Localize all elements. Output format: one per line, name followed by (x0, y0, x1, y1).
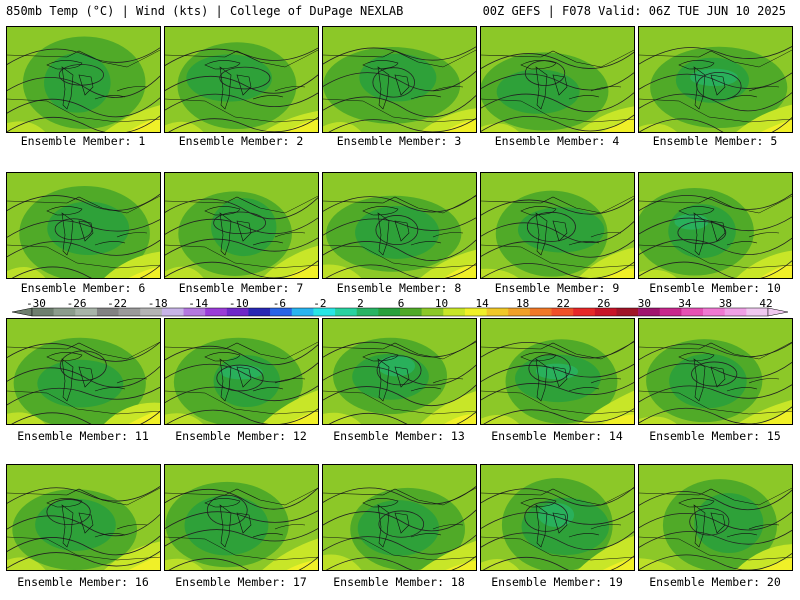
colorbar-swatch (75, 308, 98, 316)
colorbar-swatch (616, 308, 639, 316)
colorbar-swatch (248, 308, 271, 316)
colorbar-swatch (573, 308, 596, 316)
ensemble-member-label: Ensemble Member: 11 (17, 429, 149, 443)
colorbar-swatch (529, 308, 552, 316)
ensemble-member-label: Ensemble Member: 19 (491, 575, 623, 589)
colorbar-tick-label: 10 (434, 297, 449, 310)
ensemble-map-panel-4 (480, 26, 635, 133)
ensemble-map-panel-15 (638, 318, 793, 425)
ensemble-member-label: Ensemble Member: 7 (178, 281, 304, 295)
ensemble-member-label: Ensemble Member: 10 (649, 281, 781, 295)
ensemble-member-label: Ensemble Member: 9 (494, 281, 620, 295)
ensemble-member-label: Ensemble Member: 12 (175, 429, 307, 443)
colorbar-tick-label: -10 (228, 297, 249, 310)
colorbar-swatch (291, 308, 314, 316)
ensemble-map-panel-3 (322, 26, 477, 133)
colorbar-tick-label: 30 (637, 297, 651, 310)
ensemble-map-panel-1 (6, 26, 161, 133)
ensemble-map-panel-20 (638, 464, 793, 571)
colorbar-swatch (270, 308, 293, 316)
colorbar-tick-label: -22 (107, 297, 128, 310)
colorbar-swatch (53, 308, 76, 316)
colorbar-swatch (32, 308, 54, 316)
colorbar-tick-label: 14 (475, 297, 489, 310)
colorbar-swatch (703, 308, 726, 316)
colorbar-tick-label: -18 (147, 297, 168, 310)
colorbar-tick-label: -2 (313, 297, 327, 310)
temperature-colorbar (11, 307, 789, 317)
model-valid-time: 00Z GEFS | F078 Valid: 06Z TUE JUN 10 20… (482, 4, 786, 18)
ensemble-map-panel-7 (164, 172, 319, 279)
ensemble-map-panel-10 (638, 172, 793, 279)
ensemble-map-panel-19 (480, 464, 635, 571)
colorbar-tick-label: 22 (556, 297, 570, 310)
ensemble-map-panel-17 (164, 464, 319, 571)
colorbar-swatch (594, 308, 617, 316)
colorbar-tick-label: 42 (759, 297, 773, 310)
ensemble-map-panel-6 (6, 172, 161, 279)
colorbar-tick-label: 34 (678, 297, 692, 310)
ensemble-member-label: Ensemble Member: 13 (333, 429, 465, 443)
ensemble-member-label: Ensemble Member: 8 (336, 281, 462, 295)
ensemble-map-panel-12 (164, 318, 319, 425)
ensemble-map-panel-14 (480, 318, 635, 425)
colorbar-swatch (638, 308, 661, 316)
colorbar-swatch (551, 308, 574, 316)
colorbar-tick-label: 38 (718, 297, 733, 310)
colorbar-swatch (313, 308, 336, 316)
colorbar-swatch (508, 308, 531, 316)
colorbar-swatch (335, 308, 358, 316)
ensemble-member-label: Ensemble Member: 1 (20, 134, 146, 148)
colorbar-max-arrow (767, 307, 789, 317)
colorbar-swatch (378, 308, 401, 316)
ensemble-member-label: Ensemble Member: 14 (491, 429, 623, 443)
colorbar-swatch (486, 308, 509, 316)
colorbar-tick-label: 18 (516, 297, 530, 310)
colorbar-swatch (205, 308, 228, 316)
colorbar-tick-label: -30 (26, 297, 46, 310)
ensemble-member-label: Ensemble Member: 15 (649, 429, 781, 443)
colorbar-swatch (183, 308, 206, 316)
map-title: 850mb Temp (°C) | Wind (kts) | College o… (6, 4, 404, 18)
ensemble-map-panel-2 (164, 26, 319, 133)
colorbar-tick-label: -6 (272, 297, 286, 310)
ensemble-member-label: Ensemble Member: 5 (652, 134, 778, 148)
ensemble-member-label: Ensemble Member: 6 (20, 281, 146, 295)
ensemble-map-panel-13 (322, 318, 477, 425)
colorbar-swatch (226, 308, 249, 316)
ensemble-member-label: Ensemble Member: 16 (17, 575, 149, 589)
ensemble-map-panel-16 (6, 464, 161, 571)
ensemble-map-panel-18 (322, 464, 477, 571)
ensemble-member-label: Ensemble Member: 17 (175, 575, 307, 589)
ensemble-map-panel-9 (480, 172, 635, 279)
colorbar-tick-label: 26 (597, 297, 611, 310)
colorbar-swatch (724, 308, 747, 316)
ensemble-member-label: Ensemble Member: 18 (333, 575, 465, 589)
colorbar-swatch (140, 308, 163, 316)
colorbar-tick-label: 6 (397, 297, 405, 310)
colorbar-swatch (96, 308, 119, 316)
colorbar-swatch (746, 308, 769, 316)
colorbar-tick-label: -26 (66, 297, 87, 310)
colorbar-swatch (659, 308, 682, 316)
colorbar-swatch (356, 308, 379, 316)
ensemble-map-panel-5 (638, 26, 793, 133)
colorbar-swatch (118, 308, 141, 316)
colorbar-swatch (464, 308, 487, 316)
colorbar-swatch (681, 308, 704, 316)
ensemble-member-label: Ensemble Member: 3 (336, 134, 462, 148)
colorbar-swatch (400, 308, 422, 316)
colorbar-swatch (161, 308, 184, 316)
ensemble-map-panel-11 (6, 318, 161, 425)
ensemble-map-panel-8 (322, 172, 477, 279)
colorbar-swatch (421, 308, 444, 316)
colorbar-tick-label: -14 (188, 297, 209, 310)
ensemble-member-label: Ensemble Member: 20 (649, 575, 781, 589)
ensemble-member-label: Ensemble Member: 4 (494, 134, 620, 148)
ensemble-member-label: Ensemble Member: 2 (178, 134, 304, 148)
colorbar-tick-label: 2 (357, 297, 364, 310)
colorbar-swatch (443, 308, 466, 316)
